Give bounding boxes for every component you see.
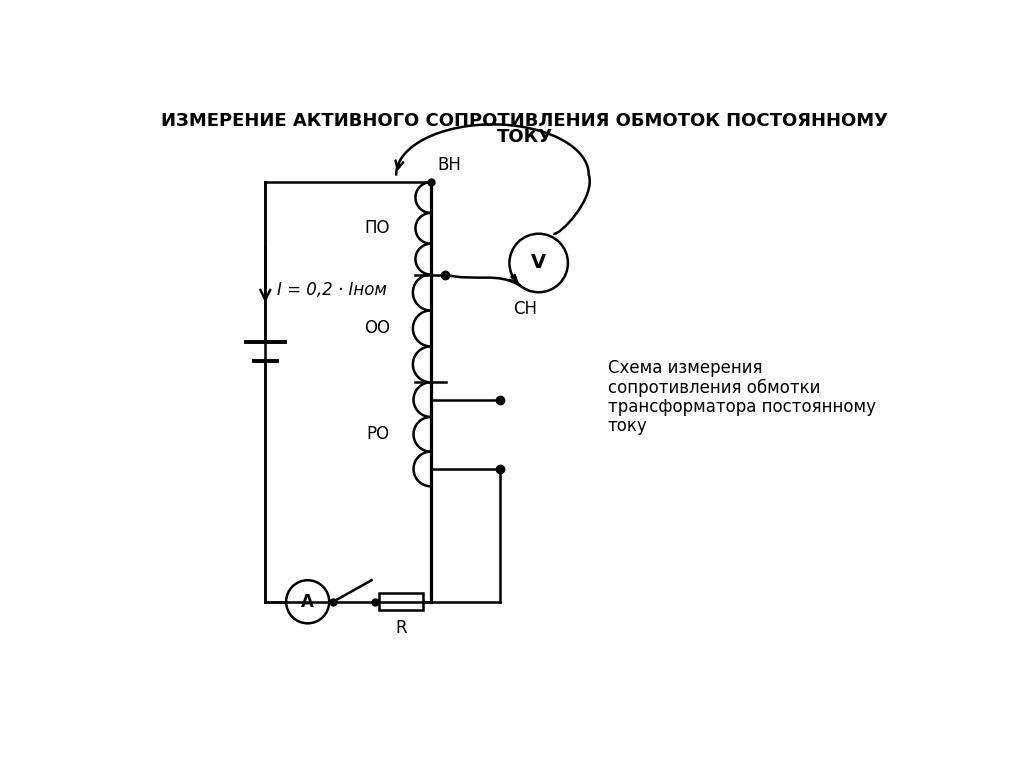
Text: V: V [531, 253, 546, 272]
Text: РО: РО [367, 426, 390, 443]
Text: ПО: ПО [365, 219, 390, 237]
Text: трансформатора постоянному: трансформатора постоянному [608, 398, 876, 416]
Text: I = 0,2 · Iном: I = 0,2 · Iном [276, 281, 387, 299]
Text: СН: СН [513, 300, 537, 318]
Text: ИЗМЕРЕНИЕ АКТИВНОГО СОПРОТИВЛЕНИЯ ОБМОТОК ПОСТОЯННОМУ: ИЗМЕРЕНИЕ АКТИВНОГО СОПРОТИВЛЕНИЯ ОБМОТО… [162, 111, 888, 130]
Bar [379, 594, 423, 611]
Text: сопротивления обмотки: сопротивления обмотки [608, 378, 820, 397]
Text: ТОКУ: ТОКУ [497, 128, 553, 146]
Text: току: току [608, 417, 648, 435]
Text: Схема измерения: Схема измерения [608, 359, 763, 377]
Text: R: R [395, 620, 407, 637]
Text: ОО: ОО [364, 319, 390, 337]
Text: ВН: ВН [437, 156, 461, 174]
Text: A: A [301, 593, 314, 611]
